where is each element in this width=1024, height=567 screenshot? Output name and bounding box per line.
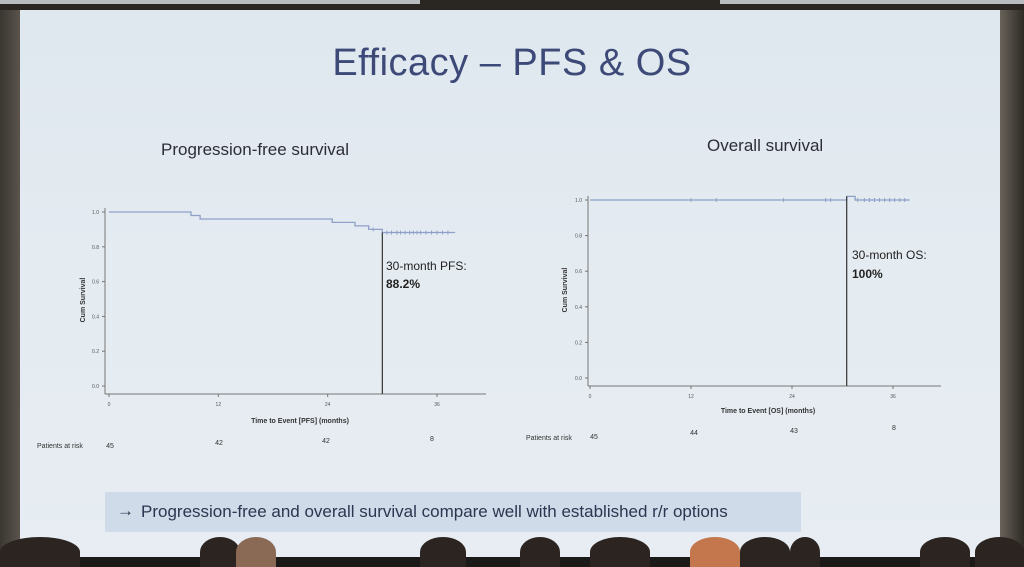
- audience-head: [200, 537, 240, 567]
- audience-head: [975, 537, 1024, 567]
- os-y-tick-label: 0.4: [575, 305, 582, 311]
- top-light-strip: [720, 0, 1024, 4]
- audience-head: [920, 537, 970, 567]
- pfs-x-tick-label: 0: [108, 402, 111, 408]
- os-annotation-label: 30-month OS:: [852, 248, 927, 262]
- projection-screen: [20, 10, 1000, 557]
- pfs-x-tick-label: 36: [434, 402, 440, 408]
- pfs-risk-count: 42: [215, 440, 223, 447]
- os-x-tick-label: 0: [589, 394, 592, 400]
- os-y-tick-label: 0.0: [575, 376, 582, 382]
- summary-banner: → Progression-free and overall survival …: [105, 492, 801, 532]
- pfs-y-tick-label: 0.2: [92, 349, 99, 355]
- pfs-heading: Progression-free survival: [161, 140, 350, 159]
- os-risk-count: 43: [790, 428, 798, 435]
- top-band: [0, 0, 1024, 10]
- os-x-axis-label: Time to Event [OS] (months): [721, 408, 815, 415]
- audience-head: [520, 537, 560, 567]
- arrow-icon: →: [117, 501, 134, 520]
- os-heading: Overall survival: [707, 136, 824, 155]
- pfs-y-axis-label: Cum Survival: [80, 278, 87, 323]
- os-risk-count: 8: [892, 425, 896, 432]
- os-y-tick-label: 0.8: [575, 234, 582, 240]
- os-x-tick-label: 36: [890, 394, 896, 400]
- screen-frame-right: [998, 10, 1024, 557]
- pfs-y-tick-label: 0.4: [92, 314, 99, 320]
- pfs-x-tick-label: 12: [216, 402, 222, 408]
- os-risk-label: Patients at risk: [526, 435, 572, 442]
- top-light-strip: [0, 0, 420, 4]
- os-survival-curve: [590, 195, 910, 201]
- pfs-risk-count: 42: [322, 438, 330, 445]
- os-y-axis-label: Cum Survival: [562, 268, 569, 313]
- os-y-tick-label: 0.2: [575, 340, 582, 346]
- os-x-tick-label: 12: [688, 394, 694, 400]
- pfs-annotation-label: 30-month PFS:: [386, 259, 467, 273]
- pfs-y-tick-label: 0.6: [92, 280, 99, 286]
- pfs-x-axis-label: Time to Event [PFS] (months): [251, 418, 349, 425]
- pfs-y-tick-label: 1.0: [92, 210, 99, 216]
- pfs-x-tick-label: 24: [325, 402, 331, 408]
- audience-head: [790, 537, 820, 567]
- pfs-y-tick-label: 0.8: [92, 245, 99, 251]
- pfs-annotation-value: 88.2%: [386, 277, 420, 291]
- os-x-tick-label: 24: [789, 394, 795, 400]
- audience-head: [0, 537, 80, 567]
- os-chart: 0.00.20.40.60.81.0 0 12 24 36 Cum Survival …: [526, 195, 941, 442]
- pfs-risk-count: 45: [106, 443, 114, 450]
- os-risk-count: 45: [590, 434, 598, 441]
- audience-head: [740, 537, 790, 567]
- audience-head: [420, 537, 466, 567]
- pfs-risk-count: 8: [430, 436, 434, 443]
- os-y-tick-label: 1.0: [575, 198, 582, 204]
- screen-frame-left: [0, 10, 20, 557]
- summary-text: Progression-free and overall survival co…: [141, 502, 728, 521]
- pfs-chart: 0.00.20.40.60.81.0 0 12 24 36 Cum Survival …: [37, 208, 486, 450]
- pfs-survival-curve: [109, 211, 456, 234]
- slide-title: Efficacy – PFS & OS: [332, 42, 692, 84]
- audience-head: [236, 537, 276, 567]
- audience-head: [590, 537, 650, 567]
- os-risk-count: 44: [690, 430, 698, 437]
- os-annotation-value: 100%: [852, 267, 883, 281]
- os-y-tick-label: 0.6: [575, 269, 582, 275]
- pfs-risk-label: Patients at risk: [37, 443, 83, 450]
- pfs-y-tick-label: 0.0: [92, 384, 99, 390]
- audience-head: [690, 537, 740, 567]
